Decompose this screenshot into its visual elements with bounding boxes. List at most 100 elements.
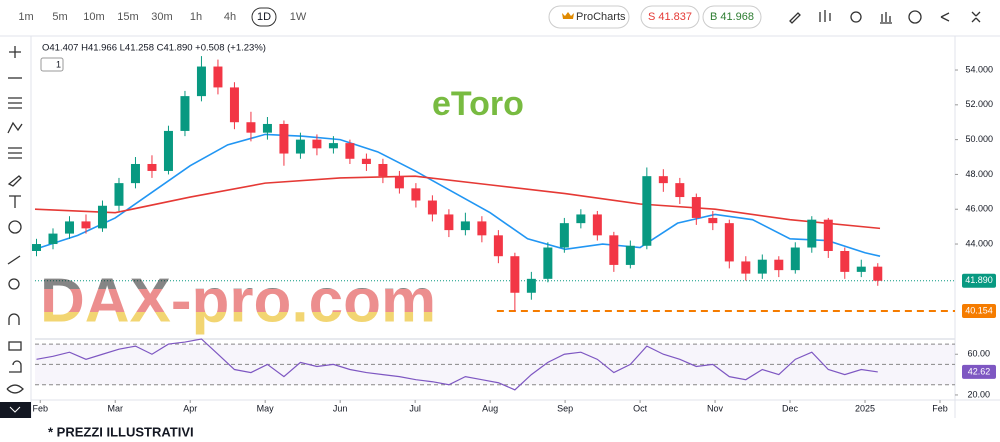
candle-body (213, 66, 223, 88)
interval[interactable]: 30m (151, 11, 172, 23)
candle-body (444, 214, 454, 231)
candle-body (873, 266, 883, 281)
x-tick-label: Sep (557, 403, 573, 413)
icon[interactable] (908, 10, 922, 24)
candle-body (526, 278, 536, 293)
icon[interactable] (819, 10, 831, 22)
candle-body (411, 188, 421, 201)
candle-body (427, 200, 437, 215)
candle-body (114, 183, 124, 206)
tool[interactable] (8, 313, 20, 325)
ohlc-legend: O41.407 H41.966 L41.258 C41.890 +0.508 (… (42, 43, 266, 54)
candle-body (361, 158, 371, 164)
candle-body (741, 261, 751, 274)
collapse-button[interactable] (0, 402, 31, 418)
interval[interactable]: 10m (83, 11, 104, 23)
rsi-value-label: 42.62 (968, 366, 991, 376)
x-tick-label: Feb (932, 403, 948, 413)
candle-body (31, 244, 41, 251)
candle-body (790, 247, 800, 271)
top-bar (0, 0, 1000, 36)
candle-body (642, 176, 652, 246)
candle-body (543, 247, 553, 279)
icon[interactable] (789, 12, 801, 24)
y-tick-label: 48.000 (965, 169, 993, 179)
candle-body (823, 219, 833, 251)
tool[interactable] (6, 384, 24, 394)
x-tick-label: Jun (333, 403, 348, 413)
interval-selected[interactable] (251, 7, 277, 27)
candle-body (345, 143, 355, 159)
candle-body (147, 163, 157, 171)
tool[interactable] (8, 220, 22, 234)
interval[interactable]: 1m (18, 11, 33, 23)
footer-note: * PREZZI ILLUSTRATIVI (48, 424, 194, 439)
procharts-button[interactable] (548, 5, 630, 29)
support-label-bg (962, 303, 996, 318)
interval[interactable]: 15m (117, 11, 138, 23)
tool[interactable] (8, 278, 20, 290)
candle-body (378, 163, 388, 177)
candle-body (691, 197, 701, 218)
tool[interactable] (7, 255, 21, 265)
icon[interactable] (971, 11, 981, 23)
buy-button[interactable] (702, 5, 762, 29)
rsi-band (35, 344, 955, 385)
x-tick-label: Mar (107, 403, 123, 413)
candle-body (97, 205, 107, 229)
crown-icon (562, 12, 574, 19)
sell-button[interactable] (640, 5, 700, 29)
candle-body (576, 214, 586, 224)
left-tools (6, 46, 24, 394)
y-tick-label: 44.000 (965, 238, 993, 248)
interval[interactable]: 1W (290, 11, 307, 23)
icon[interactable] (940, 12, 950, 22)
tool[interactable] (8, 97, 22, 109)
rsi-tick-label: 20.00 (967, 389, 990, 399)
candle-body (840, 250, 850, 272)
tool[interactable] (9, 360, 22, 373)
x-tick-label: May (257, 403, 275, 413)
candle-body (312, 139, 322, 149)
x-tick-label: Aug (482, 403, 498, 413)
logo: eToro (432, 85, 524, 123)
tool[interactable] (9, 195, 21, 208)
tool[interactable] (8, 147, 22, 159)
y-tick-label: 54.000 (965, 64, 993, 74)
candle-body (559, 223, 569, 248)
candle-body (592, 214, 602, 236)
moving-average (34, 175, 881, 230)
candle-body (658, 176, 668, 184)
tool[interactable] (7, 121, 23, 134)
candle-body (477, 221, 487, 236)
icon[interactable] (850, 11, 862, 23)
candle-body (708, 217, 718, 224)
candle-body (394, 176, 404, 189)
x-tick-label: Apr (183, 403, 197, 413)
support-label: 40.154 (965, 305, 993, 315)
candle-body (163, 130, 173, 171)
interval[interactable]: 1h (190, 11, 202, 23)
plot: Feb Mar Apr May Jun Jul Aug Sep Oct Nov Dec 2025 Feb… (31, 56, 996, 413)
tool[interactable] (7, 175, 22, 187)
interval[interactable]: 5m (52, 11, 67, 23)
interval[interactable]: 4h (224, 11, 236, 23)
interval[interactable]: 1D (257, 11, 271, 23)
x-tick-label: Dec (782, 403, 799, 413)
icon[interactable] (880, 12, 892, 24)
candle-body (724, 223, 734, 262)
candle-body (48, 233, 58, 245)
candle-body (180, 96, 190, 131)
candle-body (757, 259, 767, 274)
top-icons (789, 10, 981, 24)
last-price-bg (962, 273, 996, 288)
candle-body (279, 123, 289, 154)
y-tick-label: 52.000 (965, 99, 993, 109)
x-tick-label: Nov (707, 403, 724, 413)
tool[interactable] (8, 341, 22, 351)
pane-box[interactable] (40, 57, 64, 72)
tool[interactable] (9, 46, 21, 58)
candle-body (262, 123, 272, 133)
x-tick-label: Oct (633, 403, 648, 413)
